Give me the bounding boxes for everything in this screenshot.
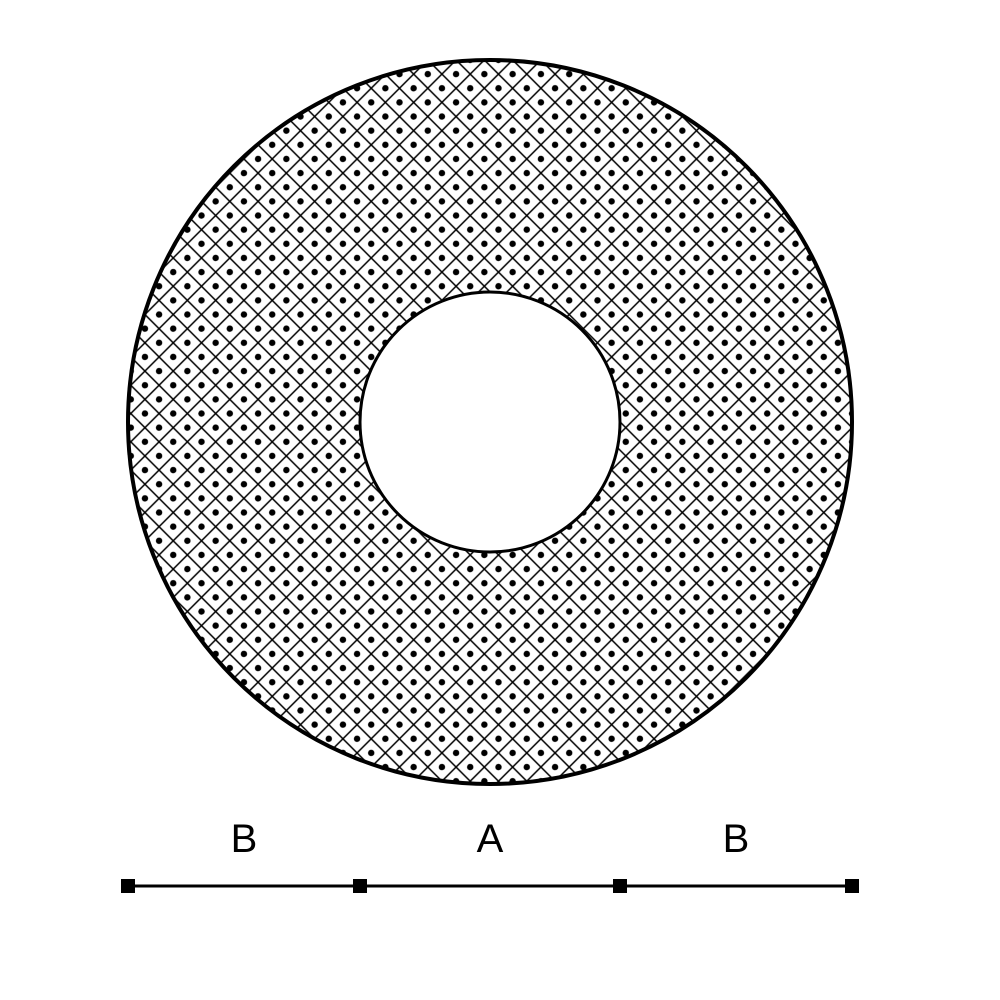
dimension-label-B-right: B (723, 817, 750, 861)
dimension-label-B-left: B (231, 817, 258, 861)
dimension-label-A: A (477, 817, 504, 861)
annulus-cross-section-diagram: B A B (0, 0, 1000, 1000)
